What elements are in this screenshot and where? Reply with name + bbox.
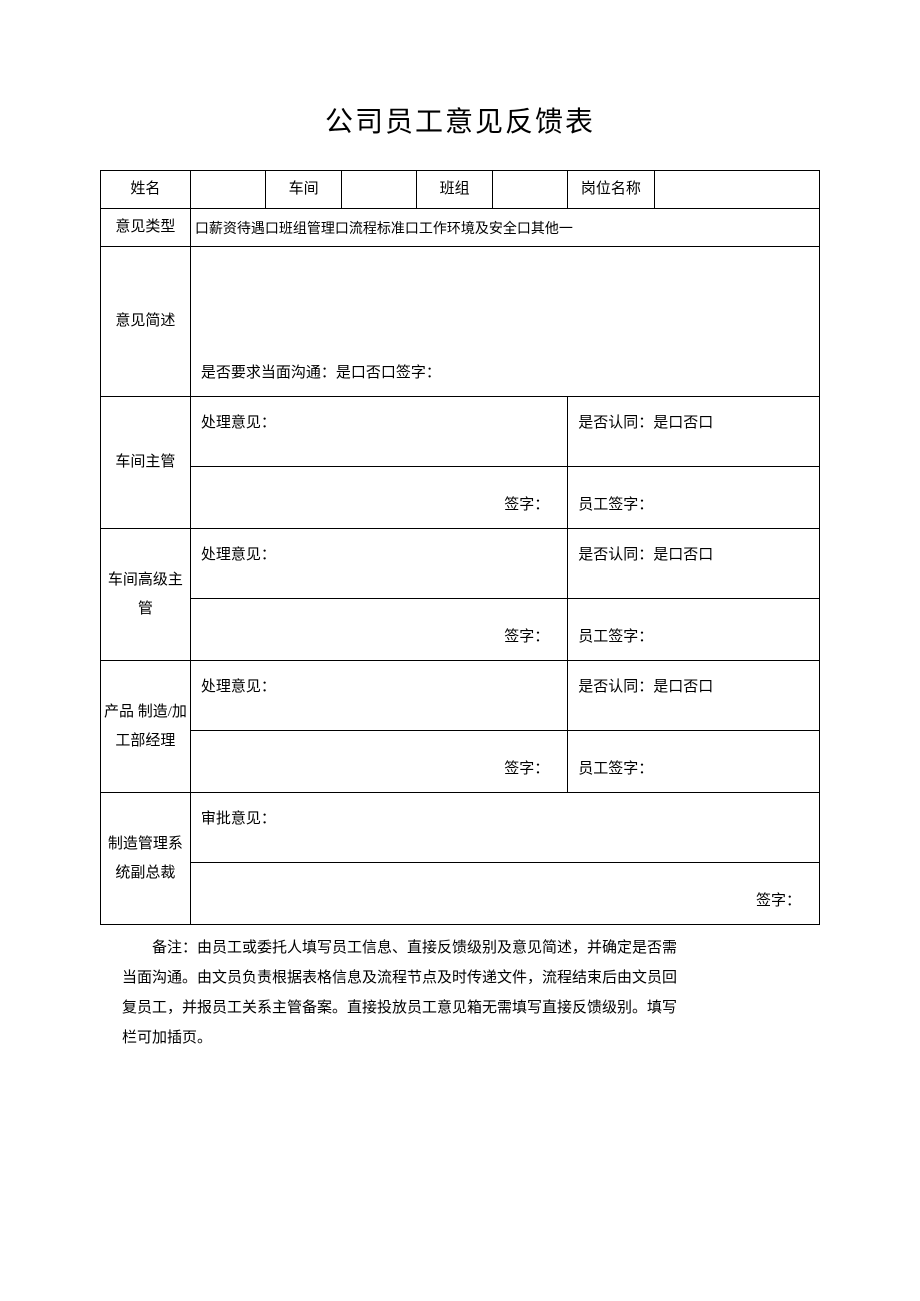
final-sign[interactable]: 签字： [190, 863, 819, 925]
label-workshop: 车间 [266, 171, 341, 209]
section-1-approve[interactable]: 是否认同：是口否口 [568, 397, 820, 467]
section-1-empsign[interactable]: 员工签字： [568, 467, 820, 529]
section-1-opinion[interactable]: 处理意见： [190, 397, 567, 467]
section-1-lower: 签字： 员工签字： [101, 467, 820, 529]
section-2-sign[interactable]: 签字： [190, 599, 567, 661]
type-row: 意见类型 口薪资待遇口班组管理口流程标准口工作环境及安全口其他一 [101, 209, 820, 247]
summary-footer: 是否要求当面沟通：是口否口签字： [201, 365, 441, 381]
type-content[interactable]: 口薪资待遇口班组管理口流程标准口工作环境及安全口其他一 [190, 209, 819, 247]
section-3-lower: 签字： 员工签字： [101, 731, 820, 793]
section-3-opinion[interactable]: 处理意见： [190, 661, 567, 731]
label-position: 岗位名称 [568, 171, 654, 209]
notes-line-1: 当面沟通。由文员负责根据表格信息及流程节点及时传递文件，流程结束后由文员回 [122, 963, 812, 993]
header-row: 姓名 车间 班组 岗位名称 [101, 171, 820, 209]
notes-line-3: 栏可加插页。 [122, 1023, 812, 1053]
section-1-upper: 车间主管 处理意见： 是否认同：是口否口 [101, 397, 820, 467]
final-lower: 签字： [101, 863, 820, 925]
label-team: 班组 [417, 171, 492, 209]
final-role: 制造管理系统副总裁 [101, 793, 191, 925]
section-1-sign[interactable]: 签字： [190, 467, 567, 529]
section-2-empsign[interactable]: 员工签字： [568, 599, 820, 661]
label-name: 姓名 [101, 171, 191, 209]
section-2-opinion[interactable]: 处理意见： [190, 529, 567, 599]
section-3-empsign[interactable]: 员工签字： [568, 731, 820, 793]
section-3-role: 产品 制造/加工部经理 [101, 661, 191, 793]
summary-row: 意见简述 是否要求当面沟通：是口否口签字： [101, 247, 820, 397]
final-upper: 制造管理系统副总裁 审批意见： [101, 793, 820, 863]
section-3-sign[interactable]: 签字： [190, 731, 567, 793]
section-1-role: 车间主管 [101, 397, 191, 529]
section-2-upper: 车间高级主管 处理意见： 是否认同：是口否口 [101, 529, 820, 599]
section-2-approve[interactable]: 是否认同：是口否口 [568, 529, 820, 599]
summary-content[interactable]: 是否要求当面沟通：是口否口签字： [190, 247, 819, 397]
input-workshop[interactable] [341, 171, 416, 209]
notes-block: 备注：由员工或委托人填写员工信息、直接反馈级别及意见简述，并确定是否需 当面沟通… [100, 925, 820, 1053]
section-3-upper: 产品 制造/加工部经理 处理意见： 是否认同：是口否口 [101, 661, 820, 731]
input-team[interactable] [492, 171, 567, 209]
label-type: 意见类型 [101, 209, 191, 247]
notes-line-0: 备注：由员工或委托人填写员工信息、直接反馈级别及意见简述，并确定是否需 [122, 933, 812, 963]
input-name[interactable] [190, 171, 265, 209]
feedback-table: 姓名 车间 班组 岗位名称 意见类型 口薪资待遇口班组管理口流程标准口工作环境及… [100, 170, 820, 925]
section-2-lower: 签字： 员工签字： [101, 599, 820, 661]
section-3-approve[interactable]: 是否认同：是口否口 [568, 661, 820, 731]
page-title: 公司员工意见反馈表 [100, 100, 820, 140]
notes-line-2: 复员工，并报员工关系主管备案。直接投放员工意见箱无需填写直接反馈级别。填写 [122, 993, 812, 1023]
section-2-role: 车间高级主管 [101, 529, 191, 661]
label-summary: 意见简述 [101, 247, 191, 397]
input-position[interactable] [654, 171, 819, 209]
final-opinion[interactable]: 审批意见： [190, 793, 819, 863]
